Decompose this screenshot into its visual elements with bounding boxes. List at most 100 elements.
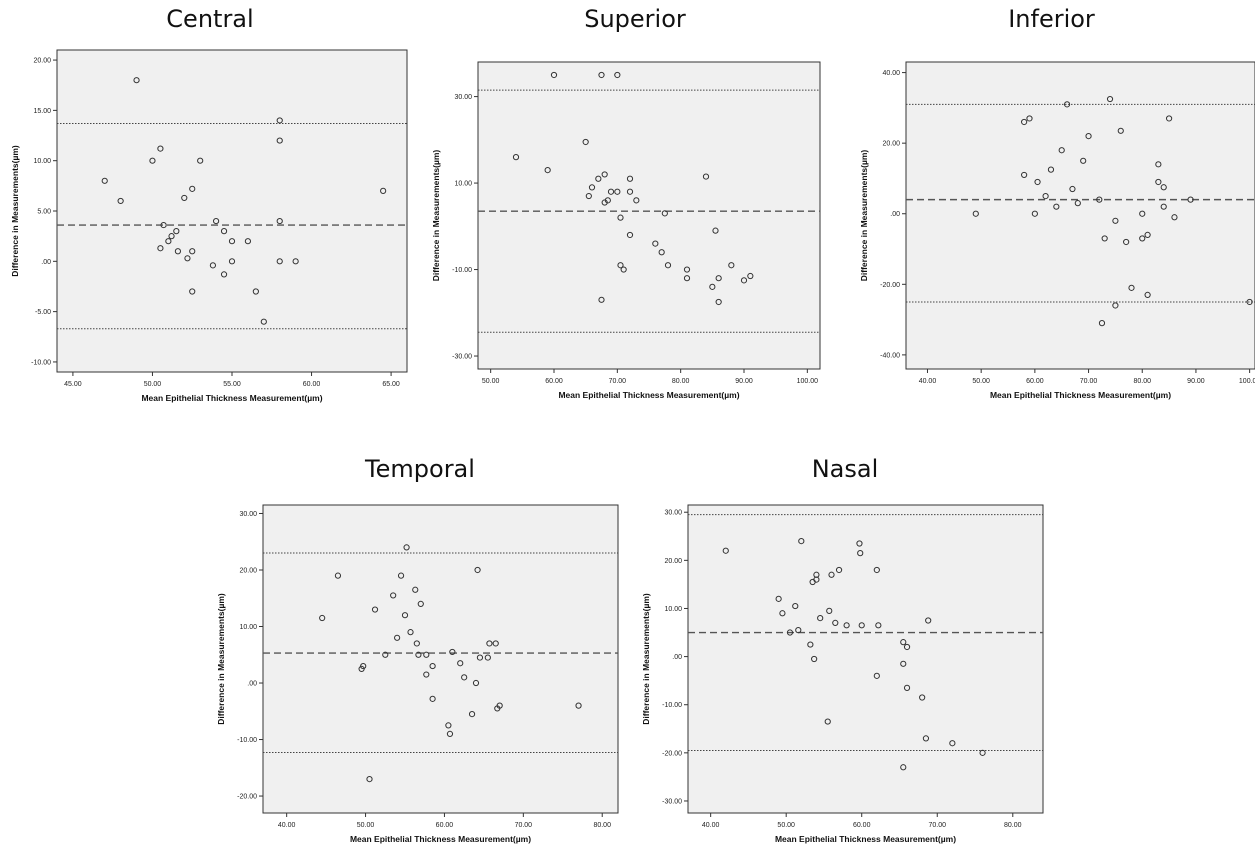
data-point — [228, 258, 236, 265]
data-point — [468, 711, 476, 718]
data-point — [181, 194, 188, 202]
data-point — [858, 622, 865, 629]
data-point — [900, 660, 907, 667]
y-tick-label: -10.00 — [662, 702, 682, 709]
data-point — [1128, 284, 1135, 291]
y-tick-label: 10.00 — [664, 606, 682, 613]
data-point — [486, 640, 493, 647]
data-point — [276, 137, 283, 144]
y-tick-label: -10.00 — [237, 737, 257, 744]
data-point — [1080, 157, 1087, 164]
data-point — [709, 283, 716, 290]
y-tick-label: 30.00 — [664, 510, 682, 517]
data-point — [397, 572, 405, 579]
y-tick-label: 30.00 — [454, 94, 472, 101]
data-point — [832, 619, 839, 627]
data-point — [446, 730, 454, 737]
data-point — [715, 298, 722, 306]
data-point — [512, 154, 520, 161]
data-point — [457, 660, 464, 667]
data-point — [925, 617, 932, 624]
data-point — [1096, 196, 1103, 203]
y-tick-label: .00 — [890, 211, 900, 218]
data-point — [1165, 115, 1173, 122]
data-point — [423, 671, 430, 678]
plot-area — [905, 61, 1255, 370]
data-point — [1101, 235, 1108, 242]
x-tick-label: 80.00 — [1004, 822, 1022, 829]
data-point — [1155, 161, 1162, 168]
x-tick-label: 50.00 — [357, 822, 375, 829]
x-tick-label: 90.00 — [1187, 378, 1205, 385]
data-point — [157, 145, 164, 152]
data-point — [174, 248, 182, 255]
data-point — [664, 262, 672, 269]
data-point — [900, 764, 907, 771]
y-tick-label: -20.00 — [662, 750, 682, 757]
data-point — [972, 210, 979, 217]
data-point — [856, 540, 863, 547]
data-point — [1026, 115, 1033, 122]
data-point — [1085, 133, 1092, 140]
x-tick-label: 70.00 — [515, 822, 533, 829]
data-point — [1117, 127, 1124, 134]
data-point — [496, 702, 503, 709]
data-point — [604, 197, 611, 204]
data-point — [168, 233, 175, 240]
y-axis-label: Difference in Measurements(µm) — [859, 150, 869, 282]
y-tick-label: 20.00 — [664, 558, 682, 565]
y-tick-label: -30.00 — [452, 354, 472, 361]
x-tick-label: 50.00 — [972, 378, 990, 385]
chart-panel-temporal: Temporal 40.00 50.00 60.00 70.00 80.00 -20.00… — [210, 455, 630, 850]
data-point — [661, 210, 668, 217]
data-point — [633, 197, 640, 204]
data-point — [626, 231, 634, 239]
data-point — [595, 175, 602, 182]
y-tick-label: -30.00 — [662, 798, 682, 805]
chart-title: Temporal — [365, 455, 475, 483]
data-point — [276, 217, 283, 225]
data-point — [786, 629, 794, 636]
y-tick-label: 10.00 — [454, 181, 472, 188]
data-point — [189, 185, 196, 192]
data-point — [403, 544, 410, 551]
plot-area — [477, 61, 821, 370]
x-tick-label: 60.00 — [853, 822, 871, 829]
data-point — [334, 572, 342, 579]
y-tick-label: 10.00 — [33, 158, 51, 165]
data-point — [715, 275, 722, 282]
x-tick-label: 60.00 — [1026, 378, 1044, 385]
data-point — [212, 217, 220, 225]
y-axis-label: Difference in Measurements(µm) — [431, 150, 441, 282]
data-point — [1155, 178, 1162, 186]
data-point — [728, 262, 735, 269]
data-point — [582, 138, 589, 146]
data-point — [165, 238, 172, 245]
data-point — [220, 271, 228, 278]
data-point — [843, 622, 850, 629]
x-tick-label: 60.00 — [545, 378, 563, 385]
x-tick-label: 45.00 — [64, 381, 82, 388]
data-point — [857, 550, 864, 557]
data-point — [575, 702, 582, 709]
data-point — [228, 238, 236, 245]
data-point — [209, 262, 217, 269]
y-tick-label: .00 — [247, 681, 257, 688]
data-point — [157, 245, 164, 252]
y-axis-label: Difference in Measurements(µm) — [10, 145, 20, 277]
data-point — [601, 171, 608, 178]
data-point — [1123, 238, 1130, 246]
data-point — [117, 197, 124, 205]
data-point — [658, 249, 665, 256]
data-point — [817, 614, 824, 622]
scatter-plot-inferior: 40.00 50.00 60.00 70.00 80.00 90.00 100.00 -40.… — [859, 61, 1255, 400]
data-point — [1047, 166, 1055, 173]
data-point — [1144, 291, 1151, 298]
x-tick-label: 55.00 — [223, 381, 241, 388]
data-point — [712, 227, 719, 234]
y-tick-label: -10.00 — [452, 267, 472, 274]
data-point — [415, 651, 422, 658]
data-point — [1042, 192, 1049, 200]
data-point — [620, 266, 627, 273]
data-point — [588, 184, 596, 191]
